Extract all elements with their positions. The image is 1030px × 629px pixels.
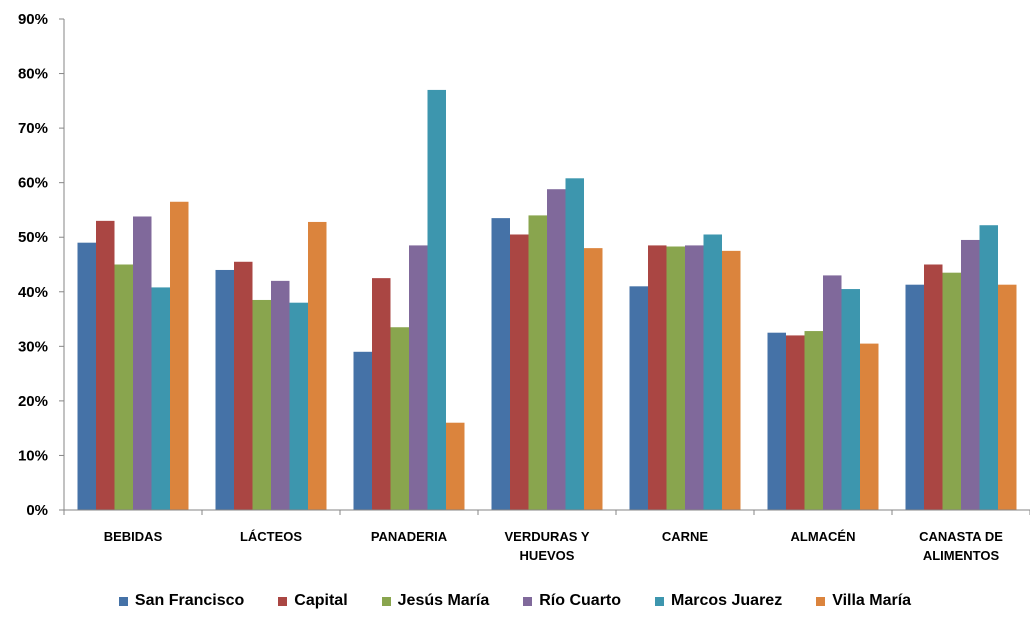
bar <box>666 246 685 510</box>
x-category-label-line: CARNE <box>662 529 709 544</box>
legend-label: Jesús María <box>397 592 490 609</box>
axes-layer <box>59 18 1030 515</box>
x-category-labels: BEBIDAS LÁCTEOS PANADERIA VERDURAS Y HUEVOS C… <box>104 529 1003 563</box>
x-category-label-line: PANADERIA <box>371 529 448 544</box>
legend-label: Marcos Juarez <box>671 592 783 609</box>
bar <box>722 250 741 511</box>
bar <box>905 284 924 510</box>
bar <box>446 422 465 510</box>
legend-swatch <box>278 596 288 606</box>
bar <box>998 284 1017 510</box>
bar <box>252 299 271 510</box>
y-tick-label: 60% <box>18 175 48 192</box>
legend-swatch <box>523 596 533 606</box>
bar <box>510 234 529 511</box>
bar <box>924 264 943 510</box>
x-category-label: CANASTA DE ALIMENTOS <box>919 529 1003 563</box>
legend-item: Villa María <box>816 592 911 610</box>
legend-item: Río Cuarto <box>523 592 621 610</box>
bar <box>372 278 391 510</box>
x-category-label-line: ALIMENTOS <box>923 548 1000 563</box>
bar <box>491 218 510 510</box>
bar <box>96 220 115 511</box>
x-category-label: BEBIDAS <box>104 529 163 544</box>
x-category-label: PANADERIA <box>371 529 448 544</box>
y-tick-label: 90% <box>18 11 48 28</box>
legend-swatch <box>381 596 391 606</box>
bar <box>804 331 823 510</box>
bar <box>823 275 842 510</box>
bar <box>528 215 547 510</box>
x-category-label-line: HUEVOS <box>520 548 575 563</box>
bar <box>979 225 998 510</box>
y-tick-label: 40% <box>18 284 48 301</box>
legend-item: Capital <box>278 592 348 610</box>
y-tick-label: 80% <box>18 66 48 83</box>
y-tick-label: 70% <box>18 120 48 137</box>
bar <box>215 269 234 510</box>
x-category-label-line: LÁCTEOS <box>240 529 302 544</box>
legend-item: San Francisco <box>118 592 245 610</box>
bar <box>289 302 308 510</box>
bar <box>703 234 722 511</box>
x-category-label: VERDURAS Y HUEVOS <box>504 529 589 563</box>
bar <box>308 221 327 510</box>
legend-swatch <box>118 596 128 606</box>
bar <box>942 272 961 510</box>
bar <box>648 245 667 510</box>
y-tick-label: 50% <box>18 229 48 246</box>
y-tick-label: 10% <box>18 447 48 464</box>
legend-item: Marcos Juarez <box>655 592 782 610</box>
x-category-label-line: ALMACÉN <box>791 529 856 544</box>
bar <box>860 343 879 510</box>
bar <box>786 335 805 510</box>
x-category-label: ALMACÉN <box>791 529 856 544</box>
y-tick-label: 30% <box>18 338 48 355</box>
bar <box>170 201 189 510</box>
x-category-label: CARNE <box>662 529 709 544</box>
bar <box>234 261 253 510</box>
legend-label: San Francisco <box>134 592 245 609</box>
x-category-label-line: CANASTA DE <box>919 529 1003 544</box>
legend-item: Jesús María <box>381 592 490 610</box>
bar <box>565 178 584 511</box>
legend-label: Capital <box>294 592 348 609</box>
legend-swatch <box>655 596 665 606</box>
bar <box>584 248 603 510</box>
x-category-label-line: BEBIDAS <box>104 529 163 544</box>
bar <box>151 287 170 510</box>
bar <box>114 264 133 510</box>
x-category-label-line: VERDURAS Y <box>504 529 589 544</box>
bar <box>427 89 446 511</box>
y-tick-label: 0% <box>26 502 48 519</box>
bar <box>629 286 648 510</box>
legend: San Francisco Capital Jesús María Río Cuart… <box>0 581 1030 621</box>
bar <box>133 216 152 511</box>
bar <box>841 289 860 510</box>
bars-layer <box>77 89 1017 511</box>
legend-swatch <box>816 596 826 606</box>
bar <box>271 280 290 510</box>
bar <box>685 245 704 510</box>
bar <box>547 189 566 510</box>
y-tick-label: 20% <box>18 393 48 410</box>
bar <box>353 351 372 510</box>
bar <box>767 332 786 510</box>
legend-label: Río Cuarto <box>539 592 622 609</box>
bar <box>77 242 96 510</box>
bar <box>390 327 409 510</box>
bar <box>409 245 428 510</box>
legend-label: Villa María <box>832 592 912 609</box>
y-tick-labels: 0% 10% 20% 30% 40% 50% 60% 70% 80% 90% <box>18 11 48 519</box>
x-category-label: LÁCTEOS <box>240 529 302 544</box>
bar <box>961 239 980 510</box>
